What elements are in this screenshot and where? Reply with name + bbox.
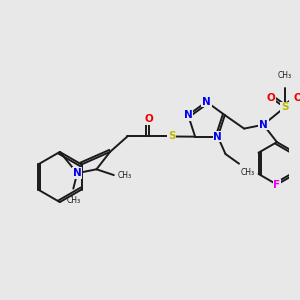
Text: S: S [281, 102, 288, 112]
Text: N: N [184, 110, 193, 120]
Text: F: F [273, 180, 280, 190]
Text: O: O [294, 93, 300, 103]
Text: CH₃: CH₃ [241, 167, 255, 176]
Text: N: N [73, 168, 82, 178]
Text: O: O [267, 93, 275, 103]
Text: S: S [168, 131, 176, 142]
Text: N: N [259, 120, 268, 130]
Text: CH₃: CH₃ [66, 196, 80, 205]
Text: CH₃: CH₃ [118, 171, 132, 180]
Text: N: N [202, 97, 211, 107]
Text: CH₃: CH₃ [278, 71, 292, 80]
Text: O: O [144, 114, 153, 124]
Text: N: N [213, 132, 222, 142]
